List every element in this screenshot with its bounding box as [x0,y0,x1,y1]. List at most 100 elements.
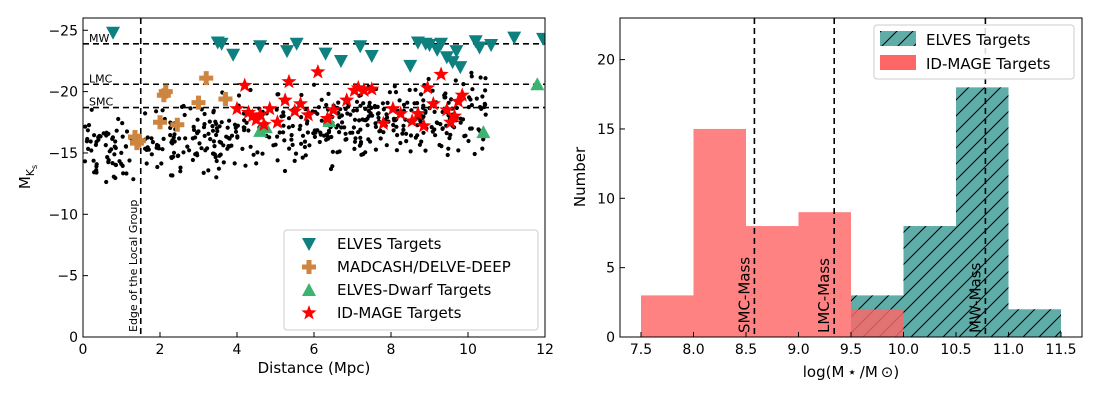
point-id-mage-targets [356,82,372,97]
galaxy-point [260,151,265,156]
galaxy-point [446,100,451,105]
galaxy-point [110,135,115,140]
galaxy-point [340,120,345,125]
point-elves-targets [403,59,418,73]
galaxy-point [418,119,423,124]
galaxy-point [478,105,483,110]
x-tick-label: 10.0 [888,342,919,358]
galaxy-point [299,141,304,146]
galaxy-point [292,158,297,163]
galaxy-point [85,128,90,133]
point-id-mage-targets [262,100,278,116]
galaxy-point [330,149,335,154]
galaxy-point [408,149,413,154]
galaxy-point [241,125,246,130]
galaxy-point [321,133,327,138]
galaxy-point [356,130,361,135]
galaxy-point [267,135,272,140]
point-elves-targets [106,26,121,40]
galaxy-point [227,136,232,141]
point-id-mage-targets [425,95,441,111]
galaxy-point [120,163,125,168]
galaxy-point [112,152,117,157]
background-galaxies [83,70,488,185]
galaxy-point [483,112,488,117]
galaxy-point [393,90,399,95]
galaxy-point [430,129,435,134]
galaxy-point [89,148,94,153]
galaxy-point [216,166,221,171]
galaxy-point [193,135,198,140]
galaxy-point [113,162,118,167]
galaxy-point [442,95,447,100]
galaxy-point [358,103,363,108]
galaxy-point [370,113,375,118]
galaxy-point [178,165,183,170]
point-madcash-delve-deep [218,91,233,106]
point-id-mage-targets [385,100,401,116]
galaxy-point [423,148,428,153]
galaxy-point [369,105,374,110]
point-madcash-delve-deep [158,84,173,99]
elves-bar-hatch [956,87,1009,337]
galaxy-point [468,126,473,131]
galaxy-point [361,101,366,106]
galaxy-point [437,142,442,148]
galaxy-point [417,142,422,147]
galaxy-point [361,152,366,157]
galaxy-point [470,87,475,92]
point-id-mage-targets [310,64,326,79]
x-tick-label: 8.0 [682,342,704,358]
galaxy-point [104,179,109,185]
axis-ticks: 0 2 4 6 8 10 12 0 −5 −10 −15 −20 −25 [48,23,553,358]
galaxy-point [213,119,218,124]
galaxy-point [421,98,426,103]
galaxy-point [365,123,370,128]
point-elves-targets [434,37,449,51]
galaxy-point [415,101,420,106]
galaxy-point [440,126,445,131]
y-tick-label: 0 [606,330,615,346]
point-elves-targets [280,45,295,59]
galaxy-point [354,108,359,113]
galaxy-point [326,130,332,135]
galaxy-point [474,96,479,101]
galaxy-point [281,110,286,115]
point-id-mage-targets [325,102,341,117]
elves-bar-hatch [903,226,956,337]
galaxy-point [212,144,217,149]
galaxy-point [282,138,287,143]
x-tick-label: 0 [79,342,88,358]
galaxy-point [481,137,486,142]
galaxy-point [433,133,438,138]
x-tick-label: 4 [233,342,242,358]
galaxy-point [300,133,306,138]
galaxy-point [109,147,114,152]
galaxy-point [282,168,288,174]
y-axis-label: MKs [16,165,39,189]
galaxy-point [233,125,238,130]
x-axis-label: log(M ⋆ /M ⊙) [803,363,899,381]
galaxy-point [387,90,392,95]
y-tick-label: −5 [57,269,78,285]
id-mage-bar [851,309,904,337]
point-id-mage-targets [420,79,436,95]
x-tick-label: 6 [310,342,319,358]
galaxy-point [299,115,304,120]
galaxy-point [213,155,218,160]
elves-bar-hatch [1008,309,1061,337]
galaxy-point [317,139,322,145]
galaxy-point [315,111,320,116]
galaxy-point [325,134,330,139]
galaxy-point [177,136,182,141]
point-id-mage-targets [319,110,336,126]
galaxy-point [201,125,207,130]
galaxy-point [248,144,253,149]
id-mage-bar [641,295,694,337]
galaxy-point [483,88,488,93]
legend-label: ID-MAGE Targets [337,304,462,322]
point-madcash-delve-deep [199,71,214,86]
legend-label: ELVES Targets [926,31,1031,49]
galaxy-point [313,130,318,135]
galaxy-point [219,120,224,125]
